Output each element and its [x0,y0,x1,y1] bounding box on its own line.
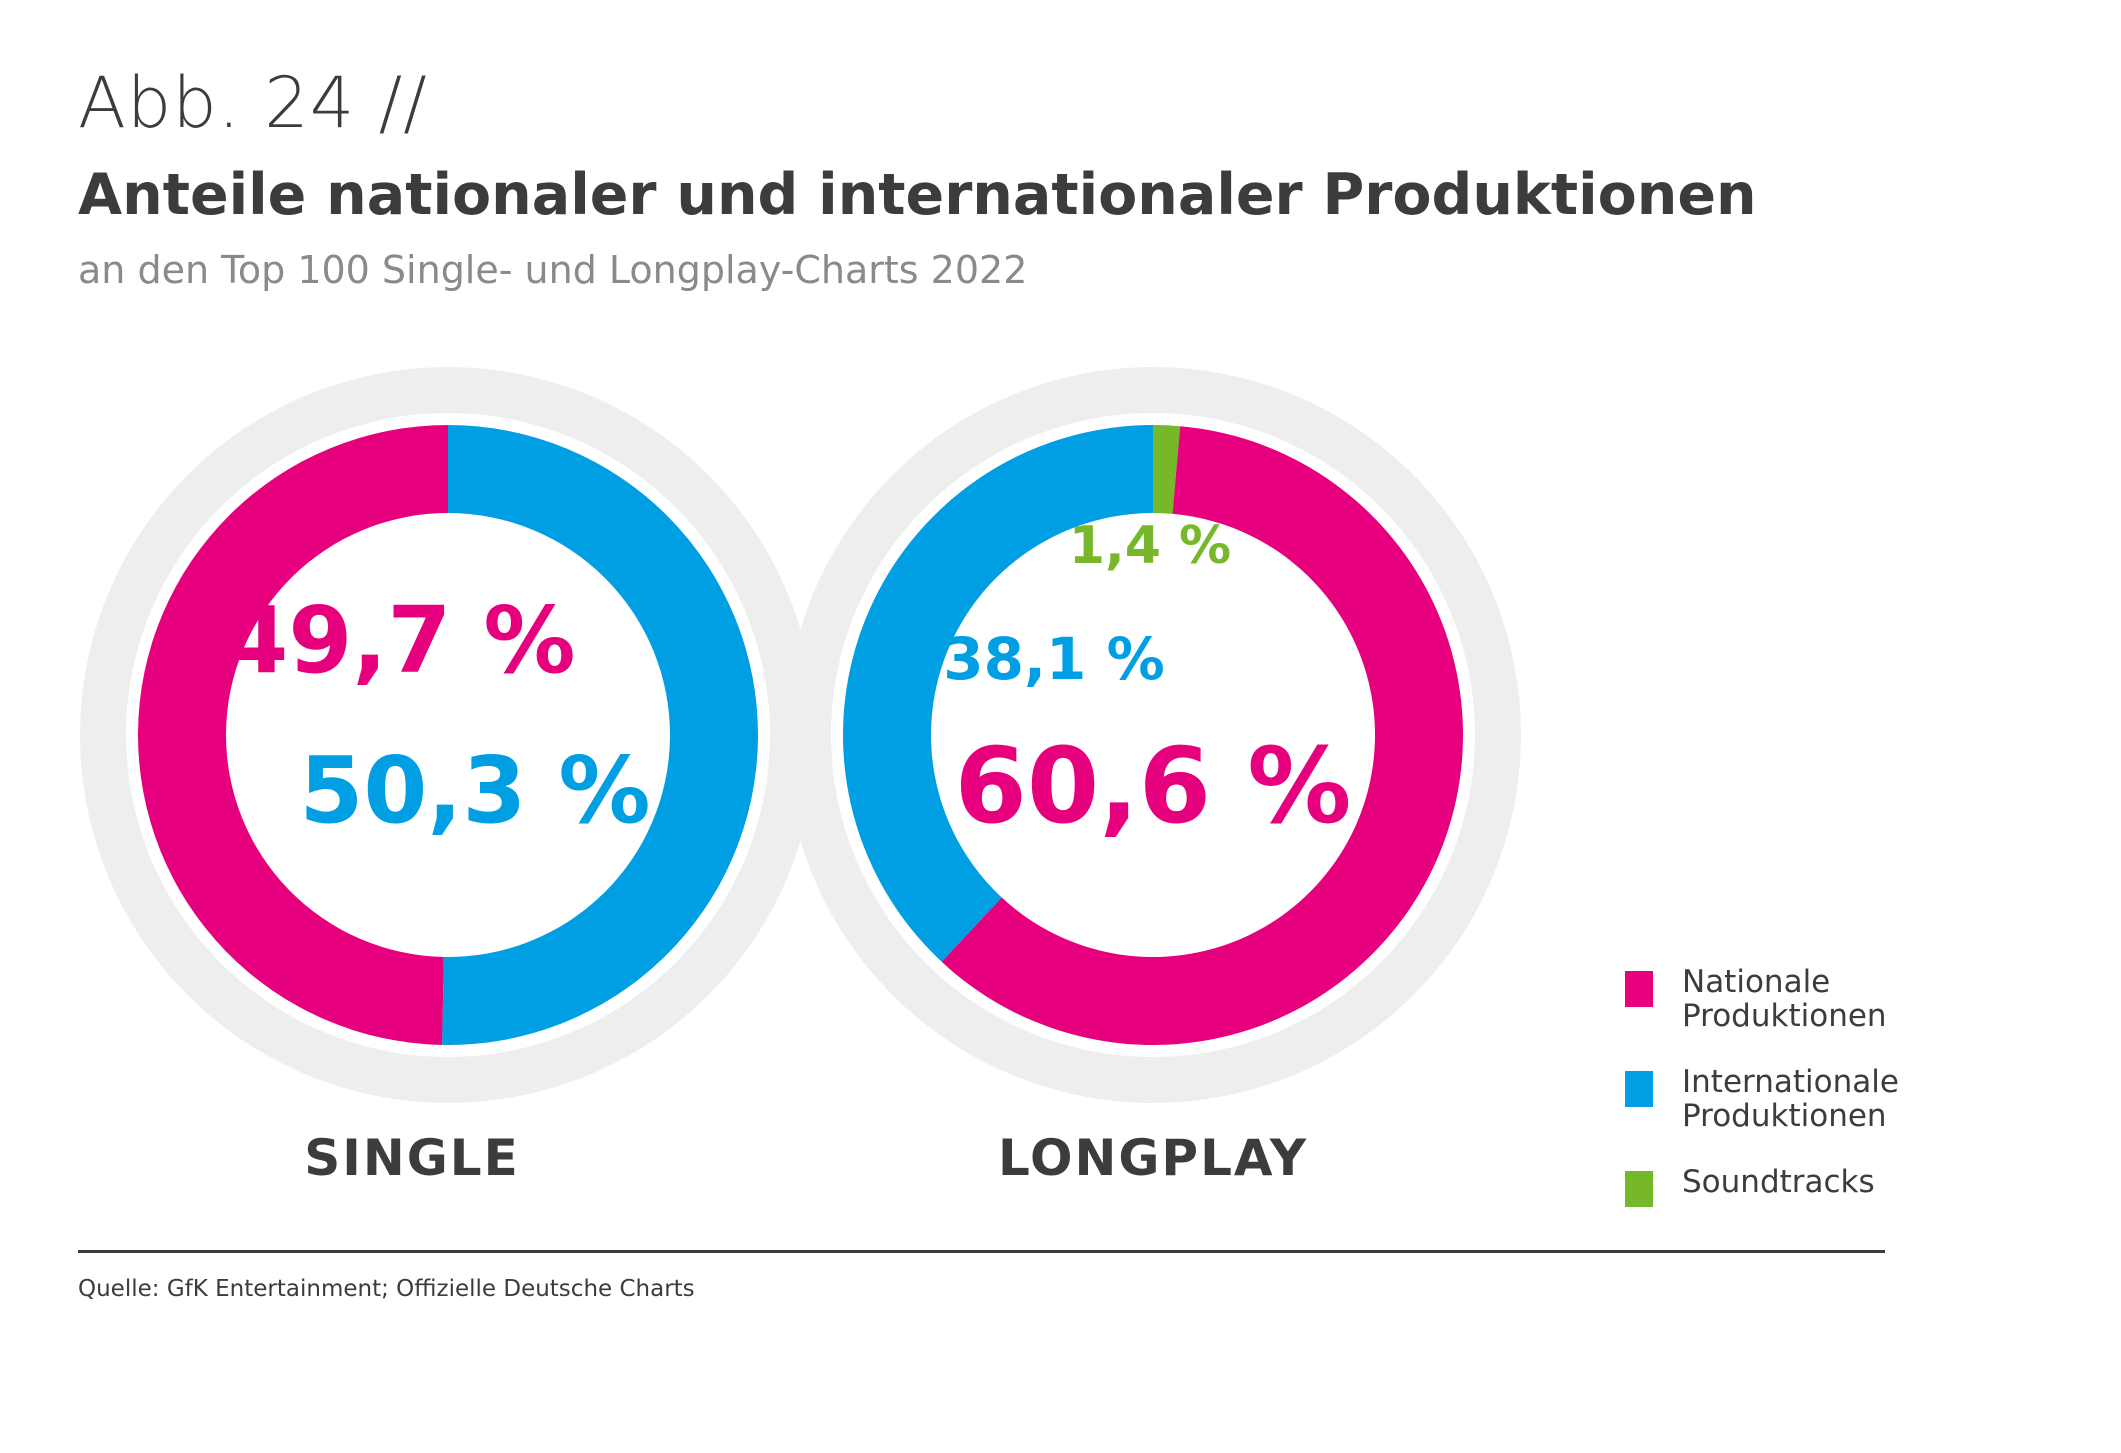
legend-swatch-international [1625,1071,1653,1107]
slice-longplay-internationale-produktionen [843,425,1153,962]
chart-label-longplay: LONGPLAY [998,1129,1308,1187]
chart-subtitle: an den Top 100 Single- und Longplay-Char… [78,248,1028,292]
source-note: Quelle: GfK Entertainment; Offizielle De… [78,1276,695,1302]
slice-single-nationale-produktionen [138,425,449,1045]
legend-label-national: Nationale Produktionen [1682,964,1887,1034]
slice-single-internationale-produktionen [442,425,759,1045]
value-label-single-nationale-produktionen: 49,7 % [224,587,575,694]
value-label-longplay-soundtracks: 1,4 % [1069,516,1231,576]
value-label-longplay-nationale-produktionen: 60,6 % [954,725,1351,847]
figure-number: Abb. 24 // [78,62,428,144]
value-label-single-internationale-produktionen: 50,3 % [299,737,650,844]
slice-longplay-nationale-produktionen [941,426,1463,1046]
legend-swatch-national [1625,971,1653,1007]
chart-label-single: SINGLE [304,1129,520,1187]
slice-longplay-soundtracks [1153,425,1181,514]
divider-line [78,1250,1885,1253]
legend-label-international: Internationale Produktionen [1682,1064,1899,1134]
value-label-longplay-internationale-produktionen: 38,1 % [943,625,1164,693]
legend-label-soundtracks: Soundtracks [1682,1164,1875,1200]
legend-swatch-soundtracks [1625,1171,1653,1207]
chart-title: Anteile nationaler und internationaler P… [78,162,1757,228]
